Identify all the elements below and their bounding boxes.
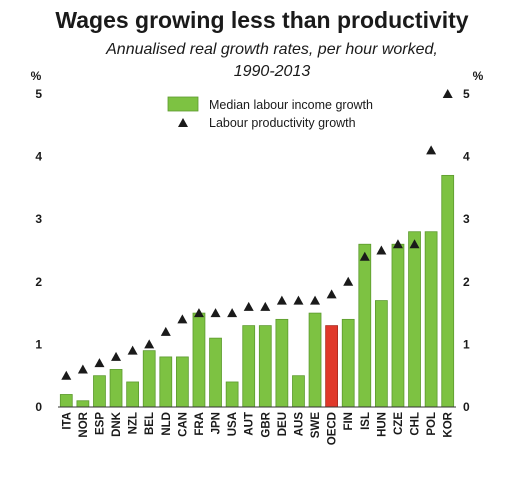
x-tick-label-kor: KOR [443, 411, 455, 437]
productivity-marker-swe [310, 295, 321, 305]
x-tick-label-nld: NLD [161, 412, 173, 436]
y-tick-label-right: 1 [463, 337, 470, 351]
x-tick-label-fin: FIN [343, 412, 355, 431]
productivity-marker-nor [77, 364, 88, 374]
x-tick-label-swe: SWE [310, 412, 322, 439]
productivity-marker-bel [144, 339, 155, 349]
bar-gbr [258, 325, 272, 408]
productivity-marker-kor [442, 89, 453, 98]
bar-isl [358, 243, 372, 408]
productivity-marker-nzl [127, 345, 138, 355]
productivity-marker-cze [392, 239, 403, 249]
productivity-marker-aut [243, 301, 254, 311]
chart-subtitle-line2: 1990-2013 [234, 63, 311, 80]
x-tick-label-hun: HUN [376, 412, 388, 437]
chart-subtitle-line1: Annualised real growth rates, per hour w… [105, 41, 438, 58]
x-tick-label-fra: FRA [194, 412, 206, 436]
x-tick-label-usa: USA [227, 412, 239, 436]
bar-jpn [209, 337, 222, 408]
legend-triangle-marker [178, 118, 188, 127]
productivity-marker-aus [293, 295, 304, 305]
productivity-marker-usa [227, 308, 238, 318]
x-tick-label-gbr: GBR [260, 411, 272, 437]
productivity-marker-chl [409, 239, 420, 249]
productivity-marker-dnk [111, 351, 122, 361]
legend-label-productivity: Labour productivity growth [209, 116, 356, 130]
bar-usa [225, 381, 239, 408]
y-tick-label-left: 3 [35, 212, 42, 226]
bar-fra [192, 312, 206, 408]
y-tick-label-right: 4 [463, 150, 470, 164]
productivity-marker-ita [61, 370, 72, 380]
bar-swe [308, 312, 322, 408]
x-tick-label-bel: BEL [144, 412, 156, 435]
bar-nzl [126, 381, 140, 408]
productivity-marker-esp [94, 358, 105, 368]
productivity-marker-nld [160, 326, 171, 336]
bar-esp [93, 375, 106, 408]
y-tick-label-right: 3 [463, 212, 470, 226]
bar-deu [275, 318, 289, 408]
productivity-marker-fin [343, 276, 354, 286]
bar-bel [142, 350, 156, 408]
bar-can [176, 356, 189, 408]
chart-title: Wages growing less than productivity [55, 7, 468, 33]
x-tick-label-chl: CHL [410, 412, 422, 436]
x-tick-label-deu: DEU [277, 412, 289, 436]
x-tick-label-pol: POL [426, 412, 438, 436]
x-tick-label-oecd: OECD [327, 412, 339, 445]
productivity-marker-can [177, 314, 188, 324]
x-tick-label-aus: AUS [293, 412, 305, 437]
productivity-marker-fra [193, 308, 204, 318]
x-tick-label-esp: ESP [94, 412, 106, 435]
bar-hun [374, 300, 388, 408]
bar-fin [341, 318, 355, 408]
bar-dnk [109, 369, 123, 408]
bar-kor [441, 174, 455, 408]
bar-cze [391, 243, 405, 408]
productivity-marker-jpn [210, 308, 221, 318]
y-tick-label-left: 1 [35, 337, 42, 351]
x-tick-label-dnk: DNK [111, 411, 123, 437]
x-tick-label-nor: NOR [78, 411, 90, 437]
legend-label-median-income: Median labour income growth [209, 98, 373, 112]
y-tick-label-right: 0 [463, 400, 470, 414]
x-tick-label-aut: AUT [244, 412, 256, 436]
bar-aus [292, 375, 305, 408]
y-axis-unit-right: % [473, 69, 484, 83]
x-tick-label-isl: ISL [360, 412, 372, 430]
productivity-marker-deu [276, 295, 287, 305]
productivity-marker-isl [359, 251, 370, 261]
productivity-marker-oecd [326, 289, 337, 299]
productivity-marker-hun [376, 245, 387, 255]
plot-area: 0 0 1 1 2 2 3 3 4 4 5 5 ITA NOR ESP DNK NZL BEL NLD CAN FRA J… [35, 87, 470, 445]
bar-nld [159, 356, 173, 408]
x-tick-label-jpn: JPN [211, 412, 223, 434]
legend-swatch-median-income [167, 96, 199, 112]
x-tick-label-can: CAN [177, 412, 189, 437]
y-tick-label-right: 2 [463, 275, 470, 289]
y-tick-label-left: 0 [35, 400, 42, 414]
y-tick-label-left: 2 [35, 275, 42, 289]
productivity-marker-gbr [260, 301, 271, 311]
bar-oecd [325, 325, 338, 408]
productivity-marker-pol [426, 145, 437, 155]
y-tick-label-left: 4 [35, 150, 42, 164]
x-tick-label-cze: CZE [393, 412, 405, 435]
y-tick-label-right: 5 [463, 87, 470, 101]
bar-nor [76, 400, 90, 408]
bar-ita [59, 394, 73, 408]
y-axis-unit-left: % [31, 69, 42, 83]
x-tick-label-nzl: NZL [128, 412, 140, 434]
bar-aut [242, 325, 256, 408]
bar-chl [408, 231, 421, 408]
x-tick-label-ita: ITA [61, 412, 73, 430]
bar-pol [424, 231, 438, 408]
legend: Median labour income growth Labour produ… [167, 96, 373, 130]
y-tick-label-left: 5 [35, 87, 42, 101]
